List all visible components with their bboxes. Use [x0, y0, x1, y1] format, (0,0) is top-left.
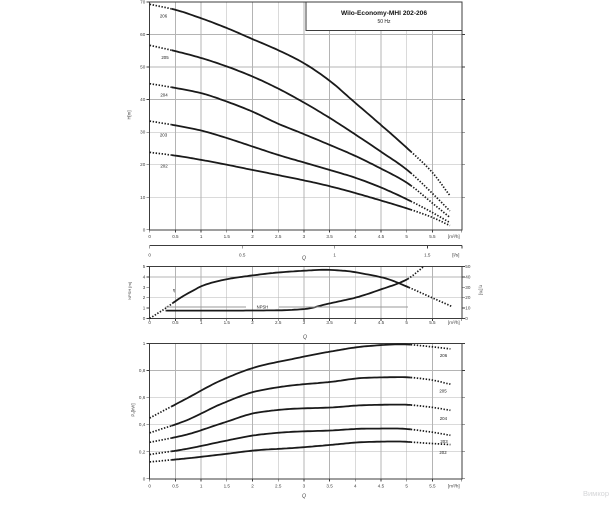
- svg-text:NPSH [m]: NPSH [m]: [127, 282, 132, 300]
- svg-text:30: 30: [140, 130, 146, 135]
- svg-text:2: 2: [251, 320, 254, 325]
- svg-text:1.5: 1.5: [224, 234, 231, 239]
- svg-text:5.5: 5.5: [429, 320, 436, 325]
- svg-text:60: 60: [140, 32, 146, 37]
- svg-text:1: 1: [200, 234, 203, 239]
- svg-text:0: 0: [148, 253, 151, 258]
- svg-text:2.5: 2.5: [275, 234, 282, 239]
- svg-text:202: 202: [439, 450, 447, 455]
- svg-text:4.5: 4.5: [378, 234, 385, 239]
- svg-text:4.5: 4.5: [378, 320, 385, 325]
- svg-text:Q: Q: [302, 256, 306, 262]
- svg-text:30: 30: [465, 285, 471, 290]
- svg-text:Q: Q: [303, 335, 307, 341]
- svg-text:Вимкор: Вимкор: [583, 489, 609, 498]
- svg-text:5: 5: [405, 234, 408, 239]
- svg-text:40: 40: [140, 97, 146, 102]
- svg-text:Q: Q: [302, 494, 306, 500]
- svg-text:70: 70: [140, 0, 146, 5]
- svg-text:0: 0: [148, 320, 151, 325]
- svg-text:203: 203: [160, 133, 168, 138]
- svg-text:1.5: 1.5: [424, 253, 431, 258]
- svg-text:4: 4: [354, 320, 357, 325]
- svg-text:203: 203: [440, 439, 448, 444]
- svg-text:206: 206: [440, 353, 448, 358]
- svg-text:[l/s]: [l/s]: [452, 253, 459, 258]
- svg-text:1: 1: [200, 320, 203, 325]
- svg-text:206: 206: [160, 14, 168, 19]
- svg-text:0,8: 0,8: [139, 368, 146, 373]
- svg-text:1.5: 1.5: [224, 483, 231, 488]
- svg-text:2.5: 2.5: [275, 483, 282, 488]
- svg-text:0,4: 0,4: [139, 422, 146, 427]
- svg-text:1: 1: [143, 341, 146, 346]
- svg-text:3.5: 3.5: [326, 320, 333, 325]
- svg-text:0: 0: [143, 227, 146, 232]
- svg-text:3.5: 3.5: [326, 483, 333, 488]
- svg-text:1: 1: [333, 253, 336, 258]
- svg-text:10: 10: [465, 306, 471, 311]
- svg-text:0.5: 0.5: [172, 320, 179, 325]
- svg-text:50: 50: [465, 264, 471, 269]
- svg-text:NPSH: NPSH: [257, 305, 269, 310]
- svg-text:Wilo-Economy-MHI 202-206: Wilo-Economy-MHI 202-206: [341, 10, 427, 17]
- svg-text:20: 20: [140, 162, 146, 167]
- svg-text:202: 202: [160, 164, 168, 169]
- svg-text:0.5: 0.5: [172, 483, 179, 488]
- svg-text:0: 0: [143, 316, 146, 321]
- svg-text:η: η: [173, 288, 176, 293]
- svg-text:4: 4: [143, 275, 146, 280]
- svg-text:H[m]: H[m]: [127, 110, 132, 119]
- svg-text:5: 5: [405, 320, 408, 325]
- svg-text:205: 205: [439, 389, 447, 394]
- svg-text:50 Hz: 50 Hz: [377, 19, 391, 25]
- svg-text:1: 1: [143, 306, 146, 311]
- svg-text:3: 3: [303, 320, 306, 325]
- svg-text:5.5: 5.5: [429, 234, 436, 239]
- svg-text:5.5: 5.5: [429, 483, 436, 488]
- svg-text:4: 4: [354, 234, 357, 239]
- svg-text:P₂[kW]: P₂[kW]: [131, 403, 136, 416]
- svg-text:0,6: 0,6: [139, 395, 146, 400]
- svg-text:3.5: 3.5: [326, 234, 333, 239]
- svg-text:[m³/h]: [m³/h]: [448, 320, 460, 325]
- svg-text:20: 20: [465, 295, 471, 300]
- svg-text:[m³/h]: [m³/h]: [448, 483, 460, 488]
- svg-text:204: 204: [160, 93, 168, 98]
- svg-text:4: 4: [354, 483, 357, 488]
- svg-text:0: 0: [148, 234, 151, 239]
- svg-text:205: 205: [161, 55, 169, 60]
- svg-text:4.5: 4.5: [378, 483, 385, 488]
- svg-text:2: 2: [251, 234, 254, 239]
- svg-text:0: 0: [465, 316, 468, 321]
- svg-text:3: 3: [303, 483, 306, 488]
- svg-text:2: 2: [143, 295, 146, 300]
- svg-text:5: 5: [143, 264, 146, 269]
- svg-text:0.5: 0.5: [239, 253, 246, 258]
- svg-text:204: 204: [440, 416, 448, 421]
- svg-text:η [%]: η [%]: [479, 285, 484, 295]
- svg-text:40: 40: [465, 275, 471, 280]
- svg-text:0: 0: [148, 483, 151, 488]
- svg-text:0.5: 0.5: [172, 234, 179, 239]
- svg-text:1.5: 1.5: [224, 320, 231, 325]
- svg-text:[m³/h]: [m³/h]: [448, 234, 460, 239]
- svg-text:0: 0: [143, 476, 146, 481]
- svg-text:3: 3: [143, 285, 146, 290]
- svg-text:2.5: 2.5: [275, 320, 282, 325]
- svg-text:10: 10: [140, 195, 146, 200]
- svg-text:2: 2: [251, 483, 254, 488]
- svg-text:3: 3: [303, 234, 306, 239]
- svg-text:0,2: 0,2: [139, 449, 146, 454]
- svg-text:5: 5: [405, 483, 408, 488]
- svg-text:1: 1: [200, 483, 203, 488]
- svg-text:50: 50: [140, 65, 146, 70]
